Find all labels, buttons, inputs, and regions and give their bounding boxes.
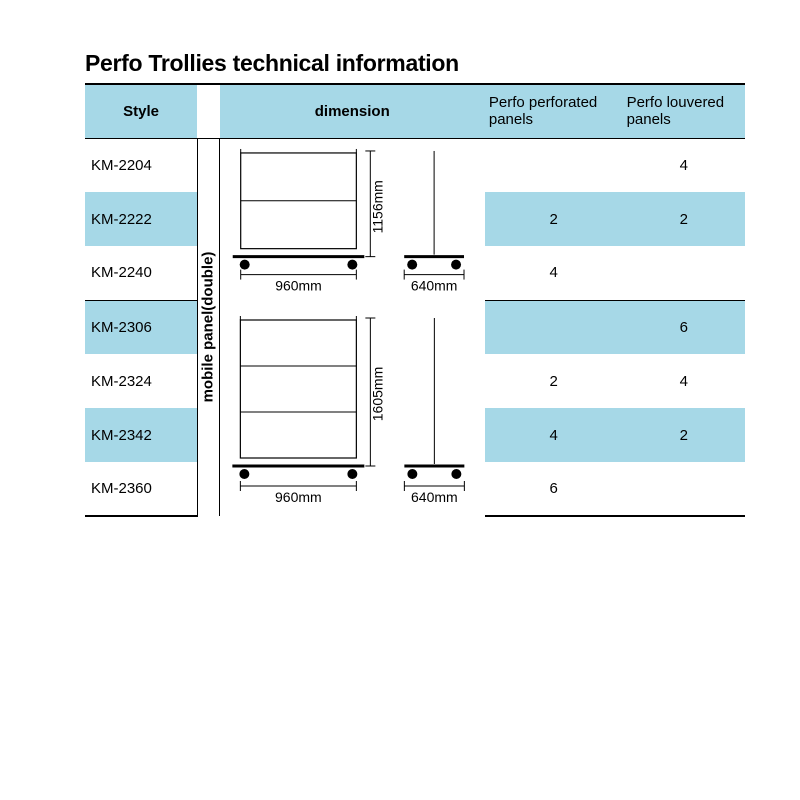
table-row-style: KM-2204 — [85, 138, 197, 192]
table-cell-louvered: 2 — [623, 408, 745, 462]
diagram-bottom: 960mm 1605mm — [220, 300, 485, 516]
table-cell-perforated — [485, 300, 623, 354]
table-row-style: KM-2306 — [85, 300, 197, 354]
table-cell-perforated: 6 — [485, 462, 623, 516]
table-row-style: KM-2222 — [85, 192, 197, 246]
page-title: Perfo Trollies technical information — [85, 50, 745, 77]
table-cell-louvered — [623, 246, 745, 300]
table-cell-louvered — [623, 462, 745, 516]
spec-table: Style dimension Perfo perforated panels … — [85, 83, 745, 517]
dim-height-top: 1156mm — [369, 180, 385, 233]
table-row-style: KM-2360 — [85, 462, 197, 516]
dim-width-bottom: 960mm — [275, 489, 322, 505]
dim-height-bottom: 1605mm — [370, 367, 386, 421]
table-cell-louvered: 6 — [623, 300, 745, 354]
table-cell-perforated: 2 — [485, 354, 623, 408]
table-cell-perforated: 4 — [485, 408, 623, 462]
table-cell-perforated — [485, 138, 623, 192]
col-header-dimension: dimension — [220, 84, 485, 138]
dim-depth-bottom: 640mm — [411, 489, 458, 505]
table-cell-perforated: 2 — [485, 192, 623, 246]
table-cell-perforated: 4 — [485, 246, 623, 300]
diagram-bottom-cell: 960mm 1605mm — [220, 300, 485, 516]
dim-width-top: 960mm — [275, 277, 321, 293]
diagram-top: 960mm 1156mm — [220, 139, 485, 301]
col-header-louvered: Perfo louvered panels — [623, 84, 745, 138]
table-row-style: KM-2342 — [85, 408, 197, 462]
col-header-spacer — [197, 84, 219, 138]
table-cell-louvered: 4 — [623, 354, 745, 408]
dim-depth-top: 640mm — [411, 277, 457, 293]
table-row-style: KM-2324 — [85, 354, 197, 408]
diagram-top-cell: 960mm 1156mm — [220, 138, 485, 300]
table-cell-louvered: 4 — [623, 138, 745, 192]
table-cell-louvered: 2 — [623, 192, 745, 246]
vertical-label-cell: mobile panel(double) — [197, 138, 219, 516]
col-header-perforated: Perfo perforated panels — [485, 84, 623, 138]
col-header-style: Style — [85, 84, 197, 138]
vertical-label: mobile panel(double) — [200, 252, 217, 403]
table-row-style: KM-2240 — [85, 246, 197, 300]
